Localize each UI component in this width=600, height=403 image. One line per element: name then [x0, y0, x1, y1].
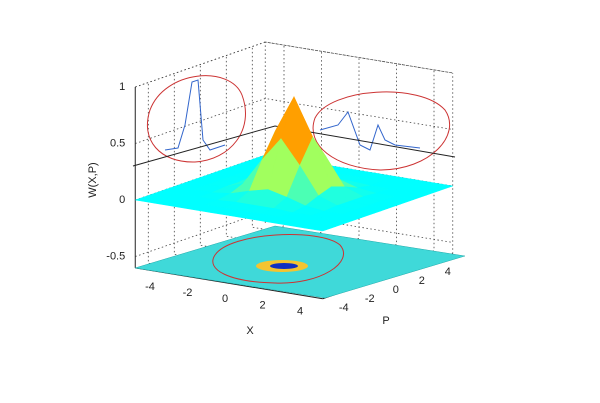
y-tick-label: 0	[393, 284, 399, 296]
wall-baseline	[132, 125, 456, 167]
labels: -0.5 0 0.5 1 -4 -2 0 2 4 -4 -2 0 2 4	[106, 81, 451, 318]
y-tick-label: -2	[365, 293, 375, 305]
grid-line	[135, 98, 453, 144]
y-tick-label: 2	[419, 275, 425, 287]
z-tick-label: 0	[119, 194, 125, 206]
marginal-contour-p	[312, 91, 451, 171]
x-tick-label: 0	[222, 293, 228, 305]
y-tick-label: -4	[339, 302, 349, 314]
marginal-p	[319, 110, 421, 151]
floor-contour	[212, 234, 344, 284]
floor-blob-core	[270, 263, 298, 269]
x-tick-label: -4	[145, 281, 155, 293]
marginal-contour-x	[146, 75, 246, 163]
x-tick-label: 4	[297, 306, 303, 318]
y-tick-label: 4	[445, 266, 451, 278]
grid-line	[135, 41, 453, 88]
surface-cell	[303, 223, 336, 232]
x-tick-label: -2	[183, 287, 193, 299]
z-tick-label: 1	[119, 81, 125, 93]
x-axis-label: X	[246, 325, 254, 337]
y-axis-label: P	[382, 315, 389, 327]
z-tick-label: 0.5	[110, 137, 125, 149]
grid-line	[135, 211, 453, 257]
surface	[135, 96, 453, 232]
z-tick-label: -0.5	[106, 250, 125, 262]
z-axis-label: W(X,P)	[87, 162, 99, 197]
x-tick-label: 2	[259, 299, 265, 311]
marginal-x	[164, 79, 226, 151]
